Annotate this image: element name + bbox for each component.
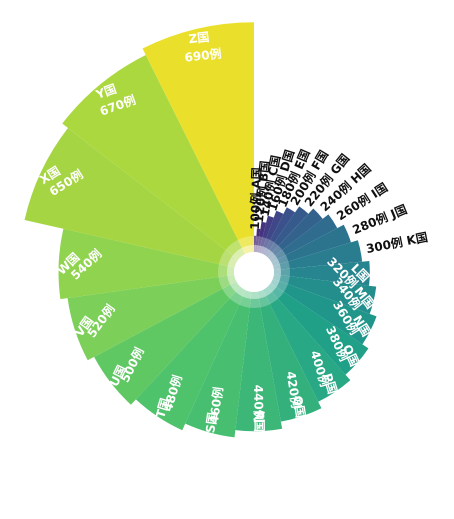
slice-label: 120例 B国 [251,160,273,224]
rose-sector-B国 [255,228,261,253]
rose-sector-M国 [272,274,377,314]
slice-label: 100例 A国 [247,167,264,230]
slice-category-label: Z国 [188,30,210,46]
rose-sector-Z国 [142,22,254,255]
slice-value-label: 440例 [251,385,267,422]
rose-sector-R国 [235,291,283,432]
rose-sector-O国 [267,283,369,375]
rose-sector-N国 [270,278,377,345]
rose-sector-L国 [273,260,370,286]
rose-sector-V国 [67,274,237,361]
slice-category-label: Y国 [93,82,118,102]
rose-sector-A国 [254,235,257,253]
rose-sector-H国 [267,208,323,260]
slice-category-label: R国 [252,410,266,431]
rose-sector-F国 [263,207,296,256]
center-hole [218,236,290,308]
rose-sector-U国 [94,281,241,405]
rose-sector-T国 [135,286,246,431]
rose-sector-Q国 [257,289,322,422]
rose-sector-G国 [265,206,309,258]
rose-sector-D国 [258,215,274,254]
rose-sector-K国 [273,240,363,271]
slice-label: 300例 K国 [365,229,429,256]
rose-sector-Y国 [62,54,246,260]
slice-category-label: T国 [153,397,172,420]
rose-sector-S国 [185,290,252,438]
rose-sector-C国 [256,221,267,253]
rose-sector-E国 [260,210,284,255]
slice-value-label: 460例 [206,386,226,425]
rose-sector-I国 [269,214,338,263]
slice-category-label: S国 [203,412,220,434]
rose-sector-X国 [24,127,239,268]
slice-value-label: 690例 [184,46,223,65]
slice-category-label: P国 [320,372,339,396]
rose-sector-P国 [262,286,351,402]
rose-sector-W国 [58,228,235,300]
slice-category-label: Q国 [290,395,307,419]
sector-layer [24,22,377,438]
rose-sector-J国 [271,224,351,267]
slice-value-label: 420例 [283,370,304,409]
